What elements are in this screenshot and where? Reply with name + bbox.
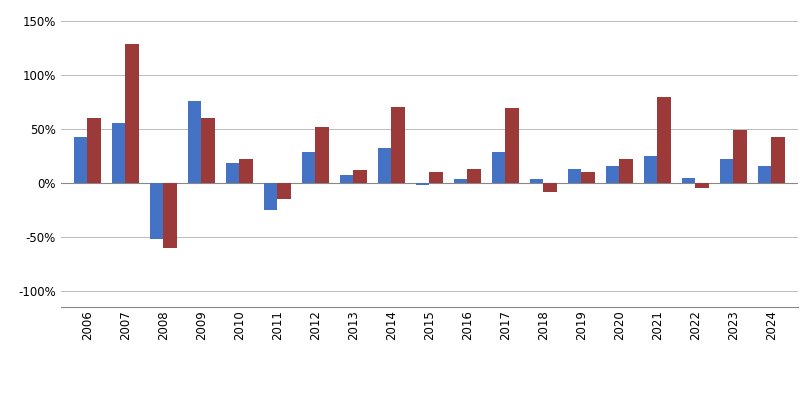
Bar: [733, 130, 747, 183]
Bar: [544, 183, 556, 191]
Bar: [239, 159, 253, 183]
Bar: [416, 183, 429, 185]
Bar: [378, 148, 391, 183]
Bar: [188, 101, 202, 183]
Bar: [277, 183, 291, 199]
Bar: [454, 178, 467, 183]
Bar: [74, 138, 87, 183]
Bar: [582, 172, 595, 183]
Bar: [720, 159, 733, 183]
Bar: [644, 156, 657, 183]
Bar: [150, 183, 164, 239]
Bar: [202, 118, 215, 183]
Bar: [606, 165, 620, 183]
Bar: [505, 108, 518, 183]
Bar: [264, 183, 277, 210]
Bar: [391, 107, 405, 183]
Bar: [771, 138, 785, 183]
Bar: [429, 172, 442, 183]
Bar: [682, 178, 695, 183]
Bar: [112, 123, 126, 183]
Bar: [758, 165, 771, 183]
Bar: [657, 97, 671, 183]
Bar: [340, 175, 353, 183]
Bar: [568, 169, 582, 183]
Bar: [530, 178, 544, 183]
Bar: [315, 127, 329, 183]
Bar: [87, 118, 100, 183]
Bar: [226, 164, 239, 183]
Bar: [302, 152, 315, 183]
Bar: [620, 159, 633, 183]
Bar: [164, 183, 177, 248]
Bar: [126, 45, 139, 183]
Bar: [492, 152, 505, 183]
Bar: [353, 170, 367, 183]
Bar: [467, 169, 480, 183]
Bar: [695, 183, 709, 188]
